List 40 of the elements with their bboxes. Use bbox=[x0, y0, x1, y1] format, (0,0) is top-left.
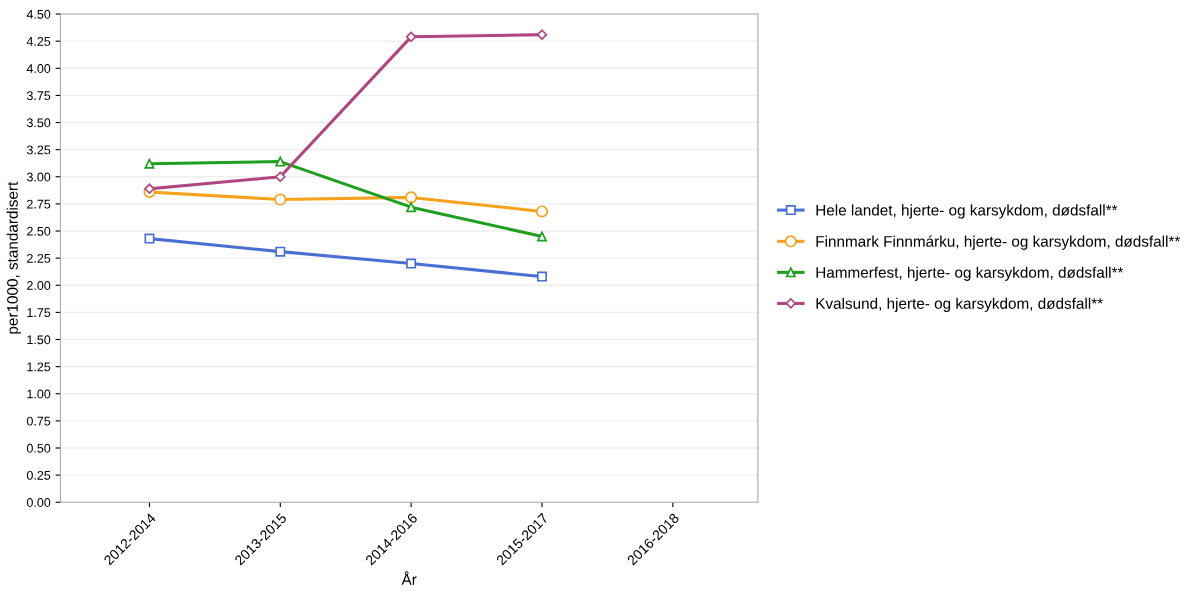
point bbox=[144, 158, 155, 169]
y-tick-label: 0.25 bbox=[26, 470, 51, 480]
point bbox=[405, 31, 417, 43]
y-tick-label: 2.00 bbox=[27, 281, 51, 290]
y-tick-label: 4.50 bbox=[26, 9, 51, 19]
y-axis-title: per1000, standardisert bbox=[6, 181, 21, 334]
point bbox=[536, 29, 548, 40]
y-tick-label: 3.25 bbox=[26, 145, 51, 155]
y-tick-label: 2.75 bbox=[27, 199, 51, 209]
y-tick-label: 1.25 bbox=[27, 362, 51, 372]
point bbox=[536, 271, 547, 282]
point bbox=[275, 171, 286, 183]
y-tick-label: 1.50 bbox=[27, 335, 51, 345]
point bbox=[535, 205, 549, 218]
point bbox=[406, 258, 417, 269]
legend-label: Kvalsund, hjerte- og karsykdom, dødsfall** bbox=[816, 297, 1103, 312]
y-tick-label: 0.75 bbox=[26, 416, 51, 426]
y-tick-label: 3.00 bbox=[26, 172, 51, 182]
point bbox=[275, 246, 286, 257]
y-tick-label: 1.75 bbox=[27, 308, 51, 318]
y-tick-label: 4.00 bbox=[26, 64, 51, 73]
y-tick-label: 3.75 bbox=[26, 91, 51, 101]
legend-label: Finnmark Finnmárku, hjerte- og karsykdom, dødsfall** bbox=[816, 235, 1181, 250]
point bbox=[144, 183, 155, 194]
point bbox=[405, 191, 418, 204]
point bbox=[536, 231, 547, 242]
point bbox=[406, 202, 417, 213]
y-tick-label: 1.00 bbox=[27, 389, 51, 399]
y-tick-label: 2.50 bbox=[27, 226, 51, 236]
legend-label: Hammerfest, hjerte- og karsykdom, dødsfall** bbox=[816, 266, 1124, 281]
y-tick-label: 0.00 bbox=[26, 498, 51, 507]
y-tick-label: 4.25 bbox=[26, 36, 51, 46]
legend-label: Hele landet, hjerte- og karsykdom, dødsfall** bbox=[816, 204, 1118, 219]
point bbox=[274, 193, 287, 206]
point bbox=[275, 156, 286, 167]
point bbox=[144, 233, 155, 244]
y-tick-label: 0.50 bbox=[26, 443, 51, 453]
y-tick-label: 3.50 bbox=[26, 118, 51, 128]
y-tick-label: 2.25 bbox=[27, 253, 51, 263]
x-axis-title: År bbox=[401, 571, 417, 585]
